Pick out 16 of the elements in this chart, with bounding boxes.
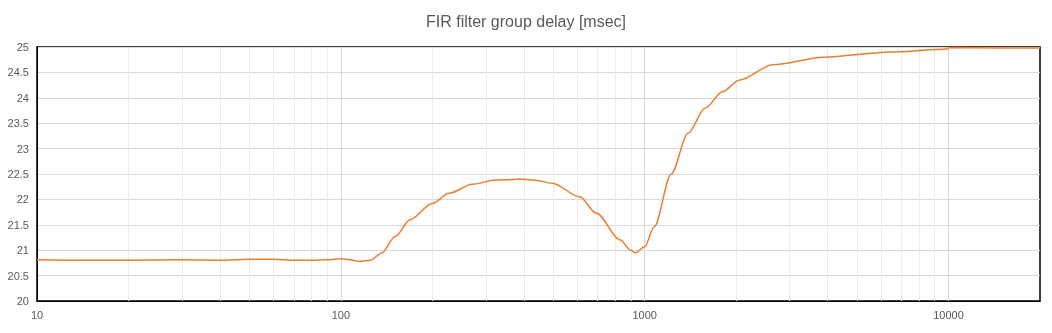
y-tick-label: 22.5	[7, 168, 29, 180]
y-tick-label: 23	[16, 142, 29, 155]
y-tick-label: 22	[16, 193, 29, 206]
x-tick-label: 10000	[933, 308, 964, 321]
y-tick-label: 20	[16, 295, 29, 307]
y-tick-label: 23.5	[7, 117, 29, 130]
y-tick-label: 21.5	[7, 218, 29, 231]
y-tick-label: 25	[16, 41, 29, 53]
y-tick-label: 24	[16, 91, 29, 104]
x-tick-label: 10	[30, 308, 44, 321]
x-tick-label: 1000	[632, 308, 657, 321]
x-tick-label: 100	[331, 308, 351, 321]
y-tick-label: 21	[16, 244, 29, 257]
y-tick-label: 24.5	[7, 66, 29, 79]
y-tick-label: 20.5	[7, 269, 29, 282]
chart-title: FIR filter group delay [msec]	[425, 12, 627, 30]
